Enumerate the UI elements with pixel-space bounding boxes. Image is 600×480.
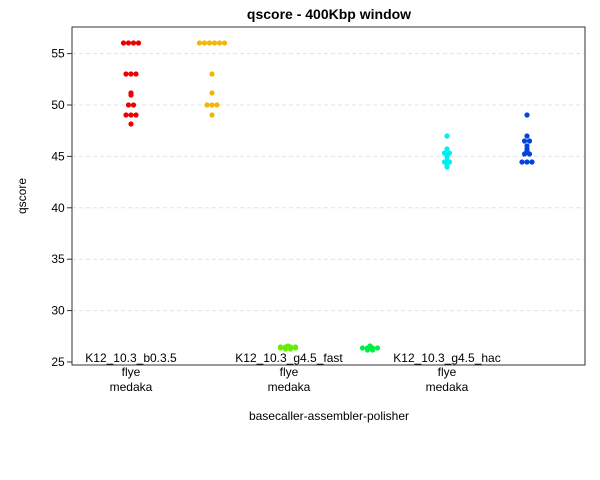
chart-title: qscore - 400Kbp window — [247, 6, 411, 22]
data-point — [282, 346, 289, 352]
plot-frame — [71, 26, 586, 366]
y-tick-label: 30 — [51, 304, 65, 318]
data-point — [292, 345, 299, 351]
data-point — [133, 71, 139, 77]
group-label-line1: K12_10.3_g4.5_hac — [393, 351, 500, 365]
data-point — [526, 151, 533, 157]
data-point — [125, 102, 132, 108]
data-point — [135, 40, 142, 46]
data-point — [369, 347, 376, 353]
y-tick-label: 50 — [51, 98, 65, 112]
data-point — [196, 40, 203, 46]
data-point — [128, 121, 134, 127]
data-point — [364, 347, 371, 353]
data-point — [524, 133, 530, 139]
data-point — [133, 112, 139, 118]
group-label-line1: K12_10.3_g4.5_fast — [235, 351, 343, 365]
data-point — [123, 112, 129, 118]
group-label-line3: medaka — [110, 380, 153, 394]
data-point — [214, 102, 220, 108]
data-point — [209, 90, 215, 96]
group-labels: K12_10.3_b0.3.5flyemedakaK12_10.3_g4.5_f… — [85, 351, 500, 394]
gridlines — [72, 53, 585, 312]
data-point — [444, 164, 450, 170]
data-point — [209, 102, 215, 108]
data-point — [128, 112, 134, 118]
data-point — [206, 40, 213, 46]
group-label-line2: flye — [280, 365, 299, 379]
data-point — [130, 40, 137, 46]
data-point — [524, 112, 530, 118]
group-label-line2: flye — [122, 365, 141, 379]
data-point — [444, 133, 450, 139]
data-point — [521, 138, 528, 144]
data-point — [374, 345, 381, 351]
data-point — [123, 71, 129, 77]
data-point — [287, 346, 294, 352]
data-point — [201, 40, 208, 46]
data-point — [120, 40, 127, 46]
data-point — [128, 71, 134, 77]
data-point — [444, 154, 450, 160]
x-axis-label: basecaller-assembler-polisher — [249, 409, 409, 423]
data-point — [211, 40, 218, 46]
y-axis: 25 30 35 40 45 50 55 — [51, 47, 72, 369]
data-point — [125, 40, 132, 46]
data-point — [209, 112, 215, 118]
data-point — [130, 102, 137, 108]
data-point — [204, 102, 210, 108]
data-point — [221, 40, 228, 46]
y-tick-label: 25 — [51, 355, 65, 369]
data-point — [359, 345, 366, 351]
data-point — [521, 151, 528, 157]
y-tick-label: 55 — [51, 47, 65, 61]
group-label-line3: medaka — [426, 380, 469, 394]
data-point — [529, 159, 535, 165]
group-label-line2: flye — [438, 365, 457, 379]
data-point — [519, 159, 525, 165]
y-axis-label: qscore — [15, 178, 29, 214]
data-point — [526, 138, 533, 144]
data-point — [209, 71, 215, 77]
data-point — [128, 92, 134, 98]
data-point — [216, 40, 223, 46]
group-label-line1: K12_10.3_b0.3.5 — [85, 351, 177, 365]
y-tick-label: 40 — [51, 201, 65, 215]
y-tick-label: 45 — [51, 149, 65, 163]
data-points — [120, 40, 535, 353]
group-label-line3: medaka — [268, 380, 311, 394]
y-tick-label: 35 — [51, 252, 65, 266]
data-point — [277, 345, 284, 351]
data-point — [524, 159, 530, 165]
data-point — [444, 146, 450, 152]
